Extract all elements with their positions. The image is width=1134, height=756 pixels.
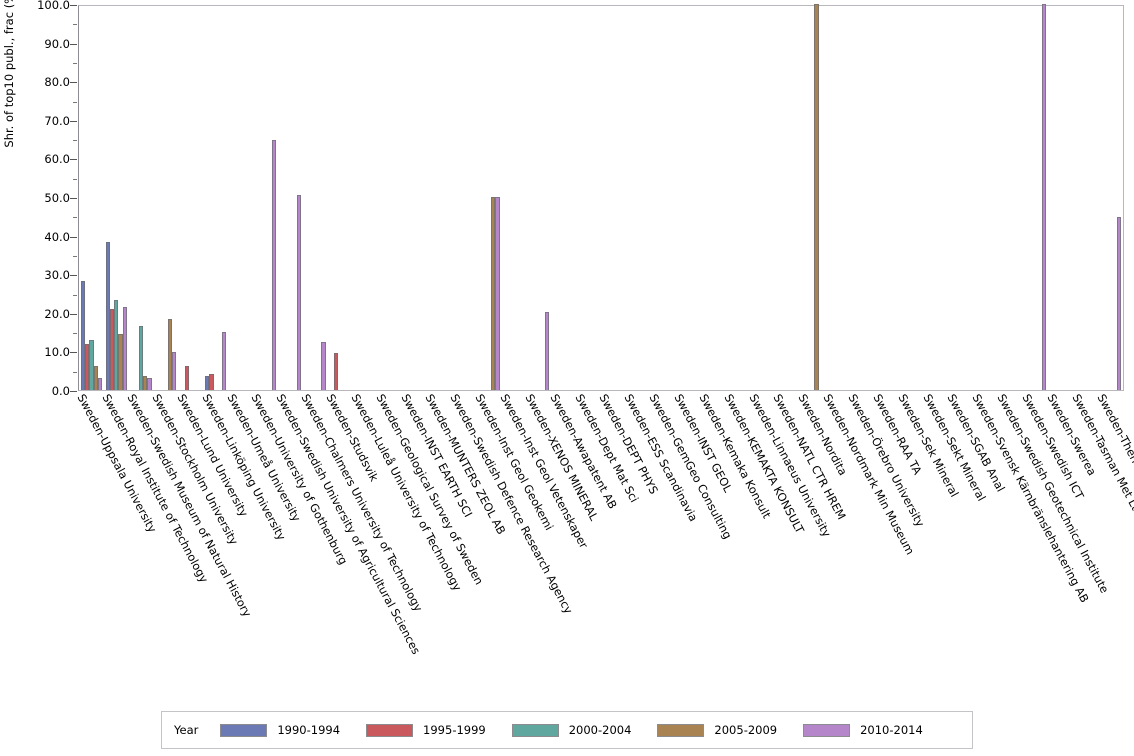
legend-label: 2010-2014 bbox=[860, 723, 923, 737]
y-tick-minor-mark bbox=[73, 217, 77, 219]
y-tick-mark bbox=[70, 275, 77, 277]
bar bbox=[491, 197, 496, 390]
x-axis-labels: Sweden-Uppsala University Sweden-Royal In… bbox=[75, 392, 1134, 692]
y-tick-mark bbox=[70, 82, 77, 84]
bar bbox=[209, 373, 214, 390]
plot-area bbox=[78, 4, 1124, 391]
y-tick-minor-mark bbox=[73, 333, 77, 335]
y-tick-mark bbox=[70, 236, 77, 238]
legend-item[interactable]: 1995-1999 bbox=[366, 723, 486, 737]
y-tick-label: 20.0 bbox=[44, 306, 70, 321]
legend-label: 2000-2004 bbox=[568, 723, 632, 737]
y-tick-minor-mark bbox=[73, 255, 77, 257]
y-tick-minor-mark bbox=[73, 101, 77, 103]
legend-item[interactable]: 2000-2004 bbox=[511, 723, 632, 737]
legend-swatch bbox=[366, 723, 414, 737]
bar bbox=[118, 334, 123, 390]
y-tick-mark bbox=[70, 159, 77, 161]
y-tick-label: 80.0 bbox=[44, 75, 70, 90]
y-axis-ticks: 0.0 10.0 20.0 30.0 40.0 50.0 60.0 70.0 80.0 90.0 1… bbox=[0, 0, 78, 400]
bar bbox=[143, 375, 148, 390]
y-tick-mark bbox=[70, 198, 77, 199]
bar bbox=[168, 319, 173, 390]
y-tick-mark bbox=[70, 5, 77, 6]
bar bbox=[114, 300, 119, 390]
y-tick-minor-mark bbox=[73, 371, 77, 373]
y-tick-label: 40.0 bbox=[44, 229, 70, 244]
y-tick-minor-mark bbox=[73, 62, 77, 64]
legend-items: 1990-1994 1995-1999 2000-2004 2005-2009 2010… bbox=[220, 723, 948, 737]
y-tick-label: 10.0 bbox=[44, 345, 70, 360]
legend-swatch bbox=[803, 723, 851, 737]
y-tick-label: 50.0 bbox=[44, 191, 70, 205]
chart-legend: Year 1990-1994 1995-1999 2000-2004 2005-200… bbox=[161, 711, 973, 749]
y-tick-label: 60.0 bbox=[44, 152, 70, 167]
legend-swatch bbox=[220, 723, 268, 737]
legend-label: 1990-1994 bbox=[277, 723, 341, 737]
legend-item[interactable]: 1990-1994 bbox=[220, 723, 340, 737]
y-tick-label: 100.0 bbox=[37, 0, 70, 12]
legend-title: Year bbox=[174, 723, 199, 737]
y-tick-label: 30.0 bbox=[44, 268, 70, 283]
bar bbox=[222, 331, 227, 390]
y-tick-label: 70.0 bbox=[44, 113, 70, 128]
y-tick-mark bbox=[70, 391, 77, 392]
bar bbox=[147, 378, 152, 390]
legend-item[interactable]: 2005-2009 bbox=[657, 723, 777, 737]
legend-swatch bbox=[511, 723, 559, 737]
y-tick-label: 90.0 bbox=[44, 36, 70, 51]
y-tick-mark bbox=[70, 352, 77, 354]
bar bbox=[184, 365, 189, 390]
bar bbox=[109, 308, 115, 390]
bar bbox=[93, 365, 98, 390]
bar bbox=[105, 242, 110, 390]
y-tick-minor-mark bbox=[73, 140, 77, 142]
legend-item[interactable]: 2010-2014 bbox=[803, 723, 923, 737]
bar bbox=[172, 352, 177, 390]
bar bbox=[205, 376, 210, 390]
bar bbox=[321, 341, 326, 390]
bar bbox=[80, 281, 86, 390]
legend-label: 1995-1999 bbox=[423, 723, 486, 737]
bar bbox=[97, 377, 102, 390]
bar bbox=[1116, 217, 1122, 390]
y-tick-label: 0.0 bbox=[51, 384, 70, 398]
y-tick-mark bbox=[70, 120, 77, 122]
bar bbox=[122, 306, 127, 390]
legend-label: 2005-2009 bbox=[714, 723, 778, 737]
y-tick-minor-mark bbox=[73, 24, 77, 26]
y-tick-mark bbox=[70, 43, 77, 45]
bar bbox=[495, 197, 500, 390]
bar bbox=[333, 353, 338, 390]
bar bbox=[296, 194, 301, 390]
bar bbox=[139, 325, 144, 390]
bar bbox=[271, 139, 276, 390]
bar bbox=[89, 340, 94, 390]
bar bbox=[1042, 4, 1047, 390]
y-tick-mark bbox=[70, 313, 77, 315]
bar bbox=[545, 312, 550, 390]
legend-swatch bbox=[657, 723, 705, 737]
bar bbox=[85, 344, 90, 390]
bar bbox=[814, 4, 819, 390]
y-tick-minor-mark bbox=[73, 294, 77, 296]
y-tick-minor-mark bbox=[73, 178, 77, 180]
